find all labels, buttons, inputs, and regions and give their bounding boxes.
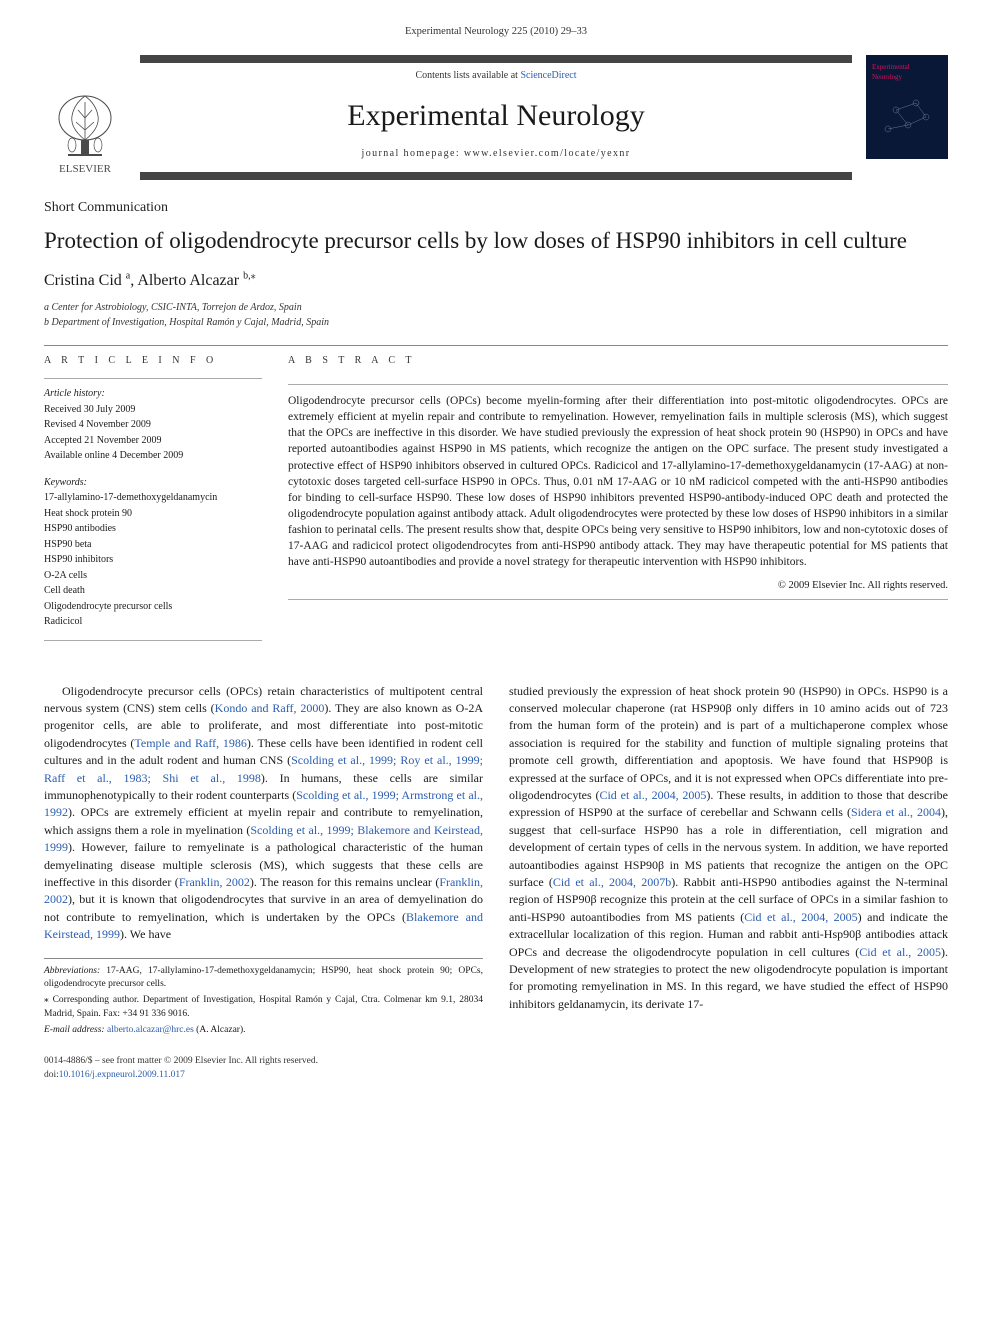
citation-link[interactable]: Sidera et al., 2004: [851, 805, 941, 819]
svg-text:Experimental: Experimental: [872, 63, 910, 71]
affiliation: a Center for Astrobiology, CSIC-INTA, To…: [44, 301, 948, 316]
history-line: Available online 4 December 2009: [44, 449, 262, 464]
affiliation-list: a Center for Astrobiology, CSIC-INTA, To…: [44, 301, 948, 331]
article-info-heading: A R T I C L E I N F O: [44, 354, 262, 369]
author-affiliation-ref: b,: [243, 271, 251, 282]
body-text-run: ). The reason for this remains unclear (: [250, 875, 439, 889]
svg-text:ELSEVIER: ELSEVIER: [59, 163, 112, 175]
doi-line: doi:10.1016/j.expneurol.2009.11.017: [44, 1069, 318, 1083]
keyword: HSP90 inhibitors: [44, 553, 262, 568]
publisher-logo-slot: ELSEVIER: [44, 55, 126, 180]
keyword: Cell death: [44, 584, 262, 599]
body-text-run: ). We have: [120, 927, 171, 941]
body-paragraph: Oligodendrocyte precursor cells (OPCs) r…: [44, 683, 483, 944]
doi-link[interactable]: 10.1016/j.expneurol.2009.11.017: [59, 1070, 185, 1080]
history-lines: Received 30 July 2009 Revised 4 November…: [44, 403, 262, 464]
abstract-heading: A B S T R A C T: [288, 354, 948, 369]
doi-prefix: doi:: [44, 1070, 59, 1080]
masthead: ELSEVIER Contents lists available at Sci…: [44, 55, 948, 180]
citation-link[interactable]: Temple and Raff, 1986: [134, 736, 247, 750]
history-line: Accepted 21 November 2009: [44, 434, 262, 449]
author-name: Cristina Cid: [44, 272, 122, 289]
keywords-list: 17-allylamino-17-demethoxygeldanamycin H…: [44, 491, 262, 630]
history-line: Received 30 July 2009: [44, 403, 262, 418]
abbrev-label: Abbreviations:: [44, 966, 100, 976]
footer-left: 0014-4886/$ – see front matter © 2009 El…: [44, 1055, 318, 1083]
email-footnote: E-mail address: alberto.alcazar@hrc.es (…: [44, 1024, 483, 1038]
keyword: HSP90 beta: [44, 538, 262, 553]
sciencedirect-line: Contents lists available at ScienceDirec…: [140, 69, 852, 84]
abstract-text: Oligodendrocyte precursor cells (OPCs) b…: [288, 393, 948, 570]
citation-link[interactable]: Cid et al., 2004, 2007b: [553, 875, 671, 889]
abstract-copyright: © 2009 Elsevier Inc. All rights reserved…: [288, 578, 948, 593]
keyword: 17-allylamino-17-demethoxygeldanamycin: [44, 491, 262, 506]
issn-copyright-line: 0014-4886/$ – see front matter © 2009 El…: [44, 1055, 318, 1069]
body-text: Oligodendrocyte precursor cells (OPCs) r…: [44, 683, 948, 1038]
masthead-bottom-bar: [140, 172, 852, 180]
article-type-label: Short Communication: [44, 198, 948, 218]
journal-name: Experimental Neurology: [140, 94, 852, 138]
keyword: Radicicol: [44, 615, 262, 630]
keyword: Heat shock protein 90: [44, 507, 262, 522]
article-info-column: A R T I C L E I N F O Article history: R…: [44, 354, 262, 649]
corr-text: Corresponding author. Department of Inve…: [44, 995, 483, 1019]
keywords-label: Keywords:: [44, 476, 262, 491]
masthead-center: Contents lists available at ScienceDirec…: [140, 55, 852, 180]
article-title: Protection of oligodendrocyte precursor …: [44, 226, 948, 255]
author-list: Cristina Cid a, Alberto Alcazar b,⁎: [44, 269, 948, 292]
author-affiliation-ref: a: [126, 271, 130, 282]
footnote-block: Abbreviations: 17-AAG, 17-allylamino-17-…: [44, 958, 483, 1038]
journal-cover-slot: Experimental Neurology: [866, 55, 948, 180]
keyword: Oligodendrocyte precursor cells: [44, 600, 262, 615]
citation-link[interactable]: Cid et al., 2004, 2005: [599, 788, 706, 802]
abstract-column: A B S T R A C T Oligodendrocyte precurso…: [288, 354, 948, 649]
citation-link[interactable]: Cid et al., 2005: [859, 945, 941, 959]
sciencedirect-link[interactable]: ScienceDirect: [520, 70, 576, 81]
affiliation: b Department of Investigation, Hospital …: [44, 316, 948, 331]
corresponding-author-mark: ⁎: [251, 271, 256, 282]
email-tail: (A. Alcazar).: [194, 1025, 246, 1035]
history-line: Revised 4 November 2009: [44, 418, 262, 433]
running-head: Experimental Neurology 225 (2010) 29–33: [44, 24, 948, 39]
keyword: HSP90 antibodies: [44, 522, 262, 537]
abbrev-text: 17-AAG, 17-allylamino-17-demethoxygeldan…: [44, 966, 483, 990]
page-footer-meta: 0014-4886/$ – see front matter © 2009 El…: [44, 1055, 948, 1083]
journal-homepage-line: journal homepage: www.elsevier.com/locat…: [140, 147, 852, 162]
masthead-top-bar: [140, 55, 852, 63]
divider: [44, 345, 948, 346]
email-link[interactable]: alberto.alcazar@hrc.es: [107, 1025, 194, 1035]
abbreviations-footnote: Abbreviations: 17-AAG, 17-allylamino-17-…: [44, 965, 483, 993]
citation-link[interactable]: Franklin, 2002: [179, 875, 250, 889]
citation-link[interactable]: Cid et al., 2004, 2005: [744, 910, 857, 924]
body-text-run: studied previously the expression of hea…: [509, 684, 948, 802]
journal-cover-icon: Experimental Neurology: [866, 55, 948, 159]
svg-text:Neurology: Neurology: [872, 73, 902, 81]
email-label: E-mail address:: [44, 1025, 107, 1035]
corresponding-author-footnote: ⁎ Corresponding author. Department of In…: [44, 994, 483, 1022]
author-name: Alberto Alcazar: [137, 272, 239, 289]
keyword: O-2A cells: [44, 569, 262, 584]
elsevier-tree-icon: ELSEVIER: [44, 90, 126, 180]
citation-link[interactable]: Kondo and Raff, 2000: [215, 701, 325, 715]
body-paragraph: studied previously the expression of hea…: [509, 683, 948, 1013]
history-label: Article history:: [44, 387, 262, 402]
sd-prefix: Contents lists available at: [415, 70, 520, 81]
info-abstract-row: A R T I C L E I N F O Article history: R…: [44, 354, 948, 649]
